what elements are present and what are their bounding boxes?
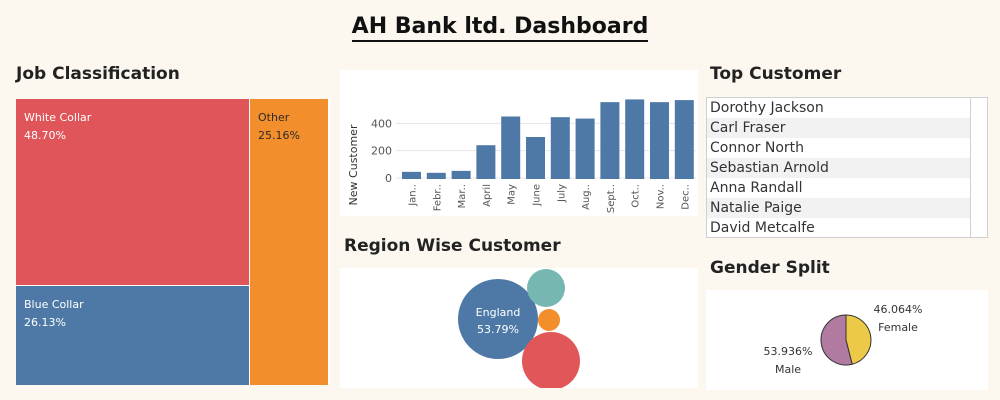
tile-label: White Collar: [24, 111, 92, 124]
list-item[interactable]: Connor North: [710, 140, 805, 156]
y-tick-label: 0: [385, 172, 392, 185]
job-classification-treemap: White Collar 48.70% Blue Collar 26.13% O…: [16, 99, 330, 385]
tile-label: Other: [258, 111, 290, 124]
bar-4[interactable]: [501, 116, 521, 180]
dashboard-title: AH Bank ltd. Dashboard: [0, 14, 1000, 42]
bar-3[interactable]: [476, 145, 496, 179]
x-tick-label: Aug..: [581, 184, 592, 210]
job-classification-title: Job Classification: [16, 64, 180, 84]
tile-label: Blue Collar: [24, 298, 84, 311]
x-tick-label: Nov..: [656, 184, 667, 209]
x-tick-label: April: [482, 184, 493, 207]
treemap-tile-blue-collar[interactable]: Blue Collar 26.13%: [16, 286, 249, 385]
bar-9[interactable]: [625, 99, 645, 179]
male-label: Male: [774, 363, 802, 376]
x-tick-label: Dec..: [680, 184, 691, 210]
x-tick-label: Oct..: [631, 184, 642, 208]
list-item[interactable]: Dorothy Jackson: [710, 100, 824, 116]
bar-7[interactable]: [575, 118, 595, 179]
bubble-england[interactable]: [458, 279, 538, 359]
list-item[interactable]: David Metcalfe: [710, 220, 815, 236]
bubble-region-3[interactable]: [538, 309, 560, 331]
bar-0[interactable]: [402, 171, 421, 179]
bubble-england-label: England: [476, 306, 521, 319]
x-tick-label: July: [556, 184, 567, 203]
bar-8[interactable]: [600, 102, 620, 179]
treemap-tile-white-collar[interactable]: White Collar 48.70%: [16, 99, 249, 285]
y-axis-label: New Customer: [347, 124, 360, 205]
treemap-tile-other[interactable]: Other 25.16%: [250, 99, 328, 385]
list-item[interactable]: Natalie Paige: [707, 198, 972, 218]
x-tick-label: Mar..: [457, 184, 468, 208]
bubble-england-pct: 53.79%: [477, 323, 519, 336]
bar-chart-svg: New Customer 0 200 400 Jan.. Febr.. Mar.. Apri…: [347, 99, 696, 213]
y-tick-label: 200: [371, 145, 392, 158]
y-tick-label: 400: [371, 117, 392, 130]
list-item[interactable]: Carl Fraser: [707, 118, 972, 138]
bar-11[interactable]: [674, 100, 694, 179]
female-label: Female: [878, 321, 918, 334]
bar-2[interactable]: [451, 170, 471, 179]
region-wise-title: Region Wise Customer: [344, 236, 561, 256]
gender-split-title: Gender Split: [710, 258, 830, 278]
list-item[interactable]: Anna Randall: [710, 180, 803, 196]
top-customer-list[interactable]: Dorothy Jackson Carl Fraser Connor North…: [706, 97, 988, 238]
bubble-region-4[interactable]: [522, 332, 580, 388]
female-pct-label: 46.064%: [873, 303, 923, 316]
bar-1[interactable]: [426, 172, 446, 179]
bar-6[interactable]: [550, 117, 570, 179]
region-bubble-chart: England 53.79%: [340, 268, 698, 388]
new-customer-bar-chart: New Customer 0 200 400 Jan.. Febr.. Mar.. Apri…: [340, 70, 698, 216]
tile-pct: 26.13%: [24, 316, 66, 329]
x-tick-label: May: [507, 184, 518, 205]
gender-pie-svg: [820, 314, 872, 366]
top-customer-title: Top Customer: [710, 64, 842, 84]
list-item[interactable]: Sebastian Arnold: [707, 158, 972, 178]
x-tick-label: June: [532, 184, 543, 207]
pie-slice-female[interactable]: [845, 314, 872, 365]
tile-pct: 25.16%: [258, 129, 300, 142]
region-bubble-svg: England 53.79%: [458, 269, 580, 388]
list-scrollbar[interactable]: [970, 98, 987, 237]
x-tick-label: Febr..: [432, 184, 443, 211]
tile-pct: 48.70%: [24, 129, 66, 142]
pie-slice-male[interactable]: [820, 314, 853, 366]
bubble-region-2[interactable]: [527, 269, 565, 307]
bar-5[interactable]: [526, 137, 545, 179]
x-tick-label: Jan..: [408, 184, 419, 207]
male-pct-label: 53.936%: [763, 345, 813, 358]
dashboard-title-text: AH Bank ltd. Dashboard: [351, 14, 649, 42]
bar-10[interactable]: [650, 102, 669, 179]
x-tick-label: Sept..: [606, 184, 617, 213]
gender-pie-chart: 46.064% Female 53.936% Male: [706, 290, 988, 390]
